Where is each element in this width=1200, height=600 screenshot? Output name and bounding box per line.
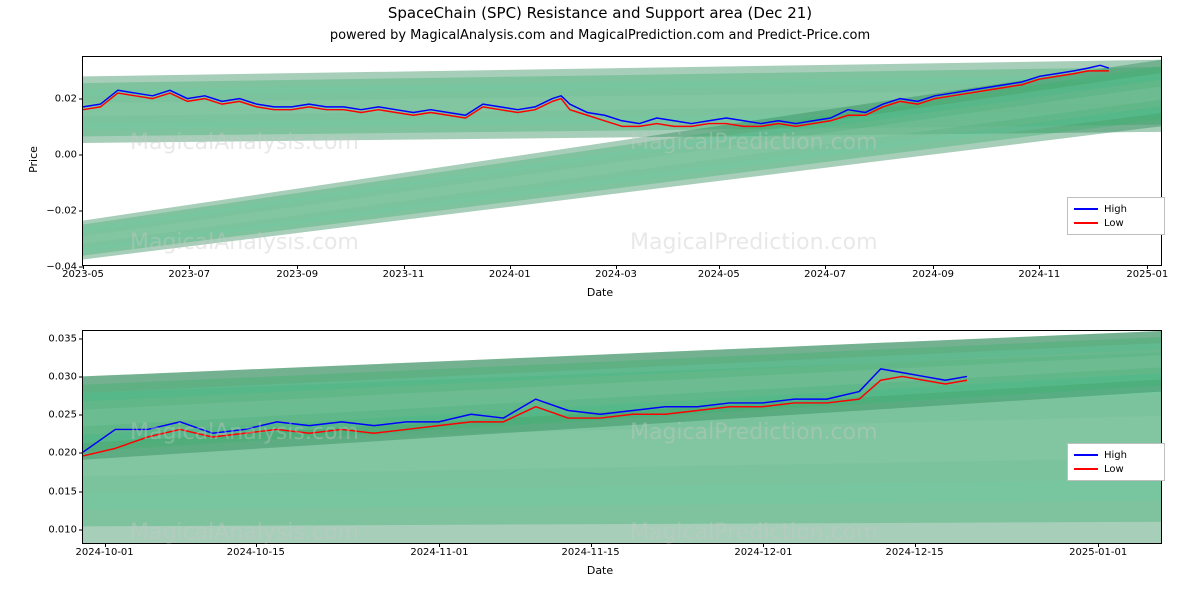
ytick: 0.025 [48, 410, 83, 421]
legend-swatch-high [1074, 454, 1098, 456]
bottom-chart-plot [83, 331, 1161, 543]
bottom-chart-legend: High Low [1067, 443, 1165, 481]
bottom-chart-axes: High Low 0.0100.0150.0200.0250.0300.0352… [82, 330, 1162, 544]
ytick: 0.030 [48, 371, 83, 382]
ytick: 0.010 [48, 524, 83, 535]
legend-label-low: Low [1104, 464, 1124, 475]
top-chart-axes: High Low −0.04−0.020.000.022023-052023-0… [82, 56, 1162, 266]
legend-swatch-low [1074, 468, 1098, 470]
legend-label-high: High [1104, 450, 1127, 461]
figure: SpaceChain (SPC) Resistance and Support … [0, 0, 1200, 600]
ytick: 0.015 [48, 486, 83, 497]
top-chart-legend: High Low [1067, 197, 1165, 235]
legend-swatch-high [1074, 208, 1098, 210]
top-chart-plot [83, 57, 1161, 265]
ytick: 0.035 [48, 333, 83, 344]
bottom-chart-xlabel: Date [0, 564, 1200, 577]
top-chart-ylabel: Price [27, 146, 40, 173]
legend-label-low: Low [1104, 218, 1124, 229]
ytick: −0.02 [46, 206, 83, 217]
legend-item-high: High [1074, 202, 1158, 216]
legend-swatch-low [1074, 222, 1098, 224]
figure-title: SpaceChain (SPC) Resistance and Support … [0, 4, 1200, 22]
legend-label-high: High [1104, 204, 1127, 215]
legend-item-high: High [1074, 448, 1158, 462]
figure-subtitle: powered by MagicalAnalysis.com and Magic… [0, 28, 1200, 43]
legend-item-low: Low [1074, 216, 1158, 230]
top-chart-xlabel: Date [0, 286, 1200, 299]
legend-item-low: Low [1074, 462, 1158, 476]
ytick: 0.020 [48, 448, 83, 459]
